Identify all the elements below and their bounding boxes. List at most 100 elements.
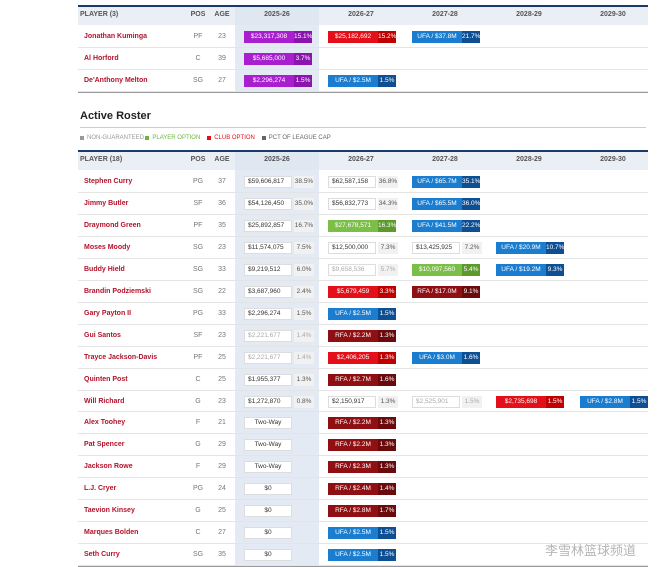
column-header: PLAYER (18) bbox=[80, 156, 123, 163]
age: 29 bbox=[218, 441, 226, 449]
cap-pct: 15.2% bbox=[378, 31, 396, 43]
contract-value: UFA / $20.9M bbox=[496, 241, 546, 254]
player-name[interactable]: Draymond Green bbox=[84, 221, 141, 229]
row-rule bbox=[78, 323, 648, 325]
row-rule bbox=[78, 46, 648, 48]
cap-pct: 1.6% bbox=[462, 351, 480, 364]
player-name[interactable]: Jackson Rowe bbox=[84, 463, 133, 471]
cap-pct: 16.3% bbox=[378, 219, 396, 232]
cap-pct: 1.5% bbox=[294, 307, 314, 320]
player-name[interactable]: Trayce Jackson-Davis bbox=[84, 353, 158, 361]
position: PF bbox=[193, 221, 203, 229]
player-name[interactable]: Seth Curry bbox=[84, 551, 120, 559]
legend-label: NON-GUARANTEED bbox=[87, 135, 145, 141]
player-name[interactable]: Gary Payton II bbox=[84, 309, 132, 317]
cap-pct: 1.4% bbox=[294, 351, 314, 364]
cap-pct: 15.1% bbox=[294, 31, 312, 43]
contract-value: $2,221,677 bbox=[244, 329, 292, 342]
contract-value: $1,955,377 bbox=[244, 373, 292, 386]
age: 25 bbox=[218, 353, 226, 361]
player-name[interactable]: Alex Toohey bbox=[84, 419, 126, 427]
position: F bbox=[195, 463, 201, 471]
age: 33 bbox=[218, 309, 226, 317]
row-rule bbox=[78, 411, 648, 413]
contract-value: $59,606,817 bbox=[244, 176, 292, 188]
contract-value: $1,272,870 bbox=[244, 395, 292, 408]
position: G bbox=[195, 507, 201, 515]
player-name[interactable]: L.J. Cryer bbox=[84, 485, 117, 493]
cap-pct: 7.3% bbox=[378, 241, 398, 254]
cap-pct: 3.7% bbox=[294, 52, 312, 65]
player-name[interactable]: Taevion Kinsey bbox=[84, 507, 135, 515]
age: 39 bbox=[218, 54, 226, 62]
contract-value: $9,219,512 bbox=[244, 263, 292, 276]
player-name[interactable]: Al Horford bbox=[84, 54, 119, 62]
position: C bbox=[195, 54, 201, 62]
player-name[interactable]: Marques Bolden bbox=[84, 529, 139, 537]
row-rule bbox=[78, 565, 648, 567]
contract-value: $9,658,536 bbox=[328, 263, 376, 276]
contract-value: $56,832,773 bbox=[328, 197, 376, 210]
age: 36 bbox=[218, 199, 226, 207]
cap-pct: 1.5% bbox=[630, 395, 648, 408]
contract-value: $23,317,308 bbox=[244, 31, 294, 43]
contract-value: RFA / $2.7M bbox=[328, 373, 378, 386]
cap-pct: 9.1% bbox=[462, 285, 480, 298]
legend-label: CLUB OPTION bbox=[214, 135, 255, 141]
row-rule bbox=[78, 90, 648, 92]
player-name[interactable]: Gui Santos bbox=[84, 331, 121, 339]
contract-value: $25,182,692 bbox=[328, 31, 378, 43]
contract-value: $2,525,901 bbox=[412, 395, 460, 408]
age: 25 bbox=[218, 507, 226, 515]
column-header: AGE bbox=[214, 11, 230, 18]
contract-value: RFA / $17.0M bbox=[412, 285, 462, 298]
contract-value: $3,687,960 bbox=[244, 285, 292, 298]
cap-pct: 2.4% bbox=[294, 285, 314, 298]
legend-swatch bbox=[145, 136, 150, 140]
position: C bbox=[195, 375, 201, 383]
contract-value: $0 bbox=[244, 549, 292, 562]
contract-value: UFA / $2.8M bbox=[580, 395, 630, 408]
cap-pct: 1.5% bbox=[462, 395, 482, 408]
cap-pct: 1.5% bbox=[378, 74, 396, 87]
player-name[interactable]: Buddy Hield bbox=[84, 265, 125, 273]
player-name[interactable]: Jonathan Kuminga bbox=[84, 33, 148, 40]
contract-value: UFA / $41.5M bbox=[412, 219, 462, 232]
contract-value: UFA / $2.5M bbox=[328, 307, 378, 320]
cap-pct: 1.3% bbox=[378, 417, 396, 430]
cap-pct: 7.5% bbox=[294, 241, 314, 254]
position: SG bbox=[192, 243, 204, 251]
table-bottom-rule bbox=[78, 91, 648, 93]
player-name[interactable]: Jimmy Butler bbox=[84, 199, 129, 207]
contract-value: RFA / $2.2M bbox=[328, 439, 378, 452]
player-name[interactable]: Will Richard bbox=[84, 397, 125, 405]
position: SF bbox=[193, 199, 203, 207]
contract-value: RFA / $2.2M bbox=[328, 329, 378, 342]
cap-pct: 35.1% bbox=[462, 176, 480, 188]
contract-value: Two-Way bbox=[244, 439, 292, 452]
cap-pct: 36.8% bbox=[378, 176, 398, 188]
cap-pct: 7.2% bbox=[462, 241, 482, 254]
row-rule bbox=[78, 191, 648, 193]
legend-swatch bbox=[207, 136, 212, 140]
contract-value: Two-Way bbox=[244, 417, 292, 430]
contract-value: $54,126,450 bbox=[244, 197, 292, 210]
player-name[interactable]: De'Anthony Melton bbox=[84, 76, 148, 84]
player-name[interactable]: Stephen Curry bbox=[84, 178, 133, 185]
position: PG bbox=[192, 178, 204, 185]
age: 22 bbox=[218, 287, 226, 295]
row-rule bbox=[78, 345, 648, 347]
cap-pct: 1.3% bbox=[378, 329, 396, 342]
position: SG bbox=[192, 287, 204, 295]
player-name[interactable]: Quinten Post bbox=[84, 375, 128, 383]
cap-pct: 22.2% bbox=[462, 219, 480, 232]
contract-value: $25,892,857 bbox=[244, 219, 292, 232]
contract-value: RFA / $2.2M bbox=[328, 417, 378, 430]
player-name[interactable]: Moses Moody bbox=[84, 243, 131, 251]
player-name[interactable]: Brandin Podziemski bbox=[84, 287, 151, 295]
column-header: 2027-28 bbox=[432, 11, 458, 18]
age: 21 bbox=[218, 419, 226, 427]
player-name[interactable]: Pat Spencer bbox=[84, 441, 125, 449]
contract-value: $0 bbox=[244, 505, 292, 518]
column-header: 2026-27 bbox=[348, 156, 374, 163]
